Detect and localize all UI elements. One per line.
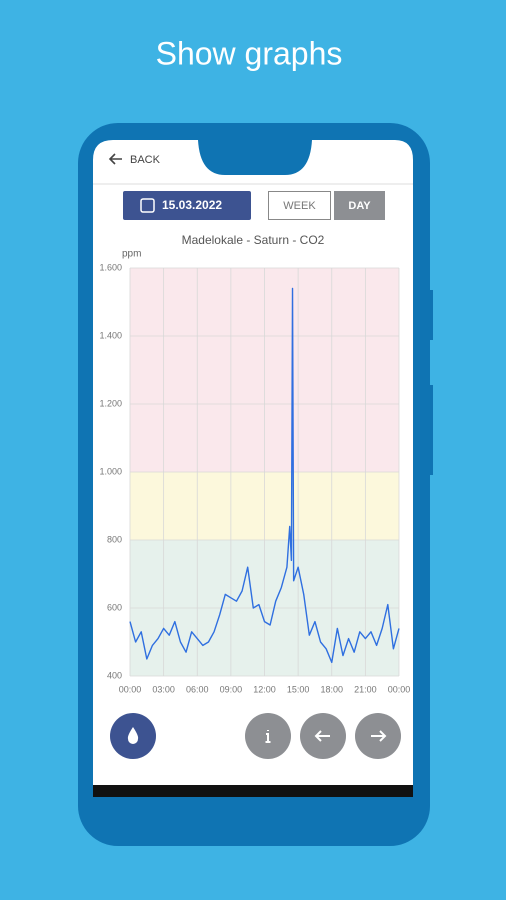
day-label: DAY	[348, 200, 371, 212]
calendar-icon	[140, 198, 155, 213]
x-tick-label: 21:00	[354, 684, 377, 694]
y-tick-label: 1.600	[99, 262, 122, 272]
date-label: 15.03.2022	[162, 198, 222, 212]
side-button	[428, 290, 433, 340]
y-axis-label: ppm	[122, 249, 141, 260]
y-tick-label: 1.400	[99, 330, 122, 340]
data-line	[129, 287, 400, 664]
nav-bar	[93, 785, 413, 797]
x-tick-label: 00:00	[119, 684, 142, 694]
week-label: WEEK	[283, 200, 316, 212]
y-tick-label: 600	[107, 602, 122, 612]
back-button[interactable]: BACK	[130, 154, 161, 166]
chart-title: Madelokale - Saturn - CO2	[182, 233, 325, 247]
plot: 400 600 800 1.000 1.200 1.400 1.600 00:00 03:00 0…	[99, 262, 410, 694]
day-button[interactable]	[334, 191, 385, 220]
y-tick-label: 400	[107, 670, 122, 680]
x-tick-label: 00:00	[388, 684, 411, 694]
drop-icon	[127, 727, 139, 744]
x-tick-label: 03:00	[152, 684, 175, 694]
y-tick-label: 800	[107, 534, 122, 544]
back-icon[interactable]	[108, 153, 122, 165]
y-tick-label: 1.000	[99, 466, 122, 476]
info-icon	[265, 730, 271, 743]
headline: Show graphs	[156, 35, 343, 71]
week-button[interactable]	[268, 191, 331, 220]
x-tick-label: 18:00	[320, 684, 343, 694]
y-tick-label: 1.200	[99, 398, 122, 408]
date-button[interactable]	[123, 191, 251, 220]
x-tick-label: 09:00	[220, 684, 243, 694]
x-tick-label: 06:00	[186, 684, 209, 694]
side-button	[428, 385, 433, 475]
x-tick-label: 12:00	[253, 684, 276, 694]
previous-icon	[314, 730, 330, 742]
next-icon	[371, 730, 387, 742]
x-tick-label: 15:00	[287, 684, 310, 694]
